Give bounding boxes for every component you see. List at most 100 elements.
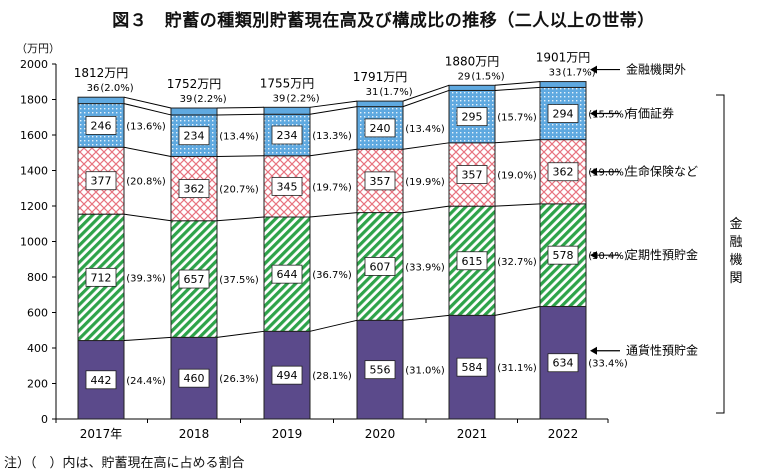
value-label-box — [456, 107, 488, 127]
value-label-box — [178, 368, 210, 388]
value-label: 234 — [184, 130, 205, 143]
value-label: 39 — [273, 93, 286, 104]
legend-arrowhead — [590, 346, 597, 355]
chart-title: 図３ 貯蓄の種類別貯蓄現在高及び構成比の推移（二人以上の世帯） — [112, 11, 655, 31]
footnote: 注）（ ）内は、貯蓄現在高に占める割合 — [4, 456, 245, 471]
share-label: (13.4%) — [219, 132, 259, 143]
share-label: (36.7%) — [312, 270, 352, 281]
value-label-box — [271, 365, 303, 385]
connector-line — [309, 319, 358, 332]
value-label-box — [456, 251, 488, 271]
value-label: 556 — [370, 364, 391, 377]
value-label-box — [364, 171, 396, 191]
share-label: (19.7%) — [312, 182, 352, 193]
bracket-label-char: 融 — [729, 235, 742, 250]
connector-line — [123, 96, 172, 109]
value-label-box — [85, 171, 117, 191]
connector-line — [402, 84, 450, 102]
value-label: 362 — [553, 166, 574, 179]
share-label: (33.9%) — [405, 262, 445, 273]
connector-line — [123, 103, 172, 116]
x-tick-label: 2021 — [457, 427, 488, 441]
total-label: 1791万円 — [353, 70, 408, 84]
value-label: 33 — [549, 68, 562, 79]
value-label: 234 — [277, 129, 298, 142]
x-tick-label: 2019 — [272, 427, 303, 441]
bracket-label-char: 関 — [729, 271, 742, 286]
y-tick-label: 2000 — [20, 58, 48, 71]
total-label: 1880万円 — [445, 54, 500, 68]
value-label-box — [364, 257, 396, 276]
y-tick-label: 1000 — [20, 236, 48, 249]
bar-segment — [356, 100, 404, 108]
bar-segment — [448, 84, 496, 91]
connector-line — [402, 205, 450, 214]
bar-segment — [539, 81, 587, 88]
connector-line — [216, 113, 265, 116]
value-label: 494 — [277, 369, 298, 382]
share-label: (13.6%) — [126, 121, 166, 132]
value-label: 584 — [462, 361, 483, 374]
share-label: (2.0%) — [100, 83, 133, 94]
total-label: 1752万円 — [167, 77, 222, 91]
connector-line — [123, 146, 172, 157]
y-tick-label: 1800 — [20, 94, 48, 107]
connector-line — [216, 216, 265, 222]
share-label: (2.2%) — [286, 93, 319, 104]
connector-line — [216, 330, 265, 338]
value-label-box — [547, 245, 579, 265]
x-tick-label: 2020 — [365, 427, 396, 441]
value-label-box — [85, 116, 117, 135]
share-label: (24.4%) — [126, 376, 166, 387]
value-label: 345 — [277, 180, 298, 193]
share-label: (20.7%) — [219, 185, 259, 196]
legend-arrowhead — [590, 65, 597, 74]
legend-label: 生命保険など — [626, 164, 698, 179]
value-label: 240 — [370, 122, 391, 135]
bar-segment — [77, 96, 125, 105]
share-label: (33.4%) — [588, 359, 628, 370]
value-label: 657 — [184, 273, 205, 286]
value-label: 442 — [91, 374, 112, 387]
legend-label: 金融機関外 — [626, 62, 686, 77]
value-label-box — [547, 353, 579, 373]
y-tick-label: 0 — [41, 413, 48, 426]
share-label: (13.3%) — [312, 131, 352, 142]
connector-line — [123, 213, 172, 222]
value-label: 295 — [462, 111, 483, 124]
legend-label: 通貨性預貯金 — [626, 343, 698, 358]
connector-line — [494, 305, 541, 316]
value-label: 578 — [553, 249, 574, 262]
share-label: (26.3%) — [219, 374, 259, 385]
connector-line — [123, 336, 172, 342]
share-label: (19.0%) — [588, 168, 628, 179]
legend-arrowhead — [590, 251, 597, 260]
value-label: 460 — [184, 372, 205, 385]
connector-line — [309, 148, 358, 157]
bracket-label-char: 金 — [729, 216, 742, 232]
y-tick-label: 1200 — [20, 200, 48, 213]
connector-line — [494, 86, 541, 91]
share-label: (1.5%) — [471, 71, 504, 82]
y-tick-label: 200 — [27, 378, 48, 391]
x-tick-label: 2018 — [179, 427, 210, 441]
bar-segment — [170, 107, 218, 116]
share-label: (39.3%) — [126, 273, 166, 284]
connector-line — [309, 212, 358, 218]
value-label-box — [456, 165, 488, 184]
connector-line — [309, 106, 358, 115]
share-label: (13.4%) — [405, 124, 445, 135]
value-label-box — [178, 179, 210, 199]
share-label: (37.5%) — [219, 275, 259, 286]
value-label-box — [178, 269, 210, 289]
value-label-box — [85, 267, 117, 287]
value-label: 29 — [458, 71, 471, 82]
value-label: 362 — [184, 183, 205, 196]
value-label-box — [364, 118, 396, 138]
share-label: (19.9%) — [405, 177, 445, 188]
value-label-box — [178, 126, 210, 146]
total-label: 1812万円 — [74, 66, 129, 80]
connector-line — [494, 139, 541, 144]
share-label: (1.7%) — [562, 68, 595, 79]
share-label: (15.7%) — [497, 113, 537, 124]
